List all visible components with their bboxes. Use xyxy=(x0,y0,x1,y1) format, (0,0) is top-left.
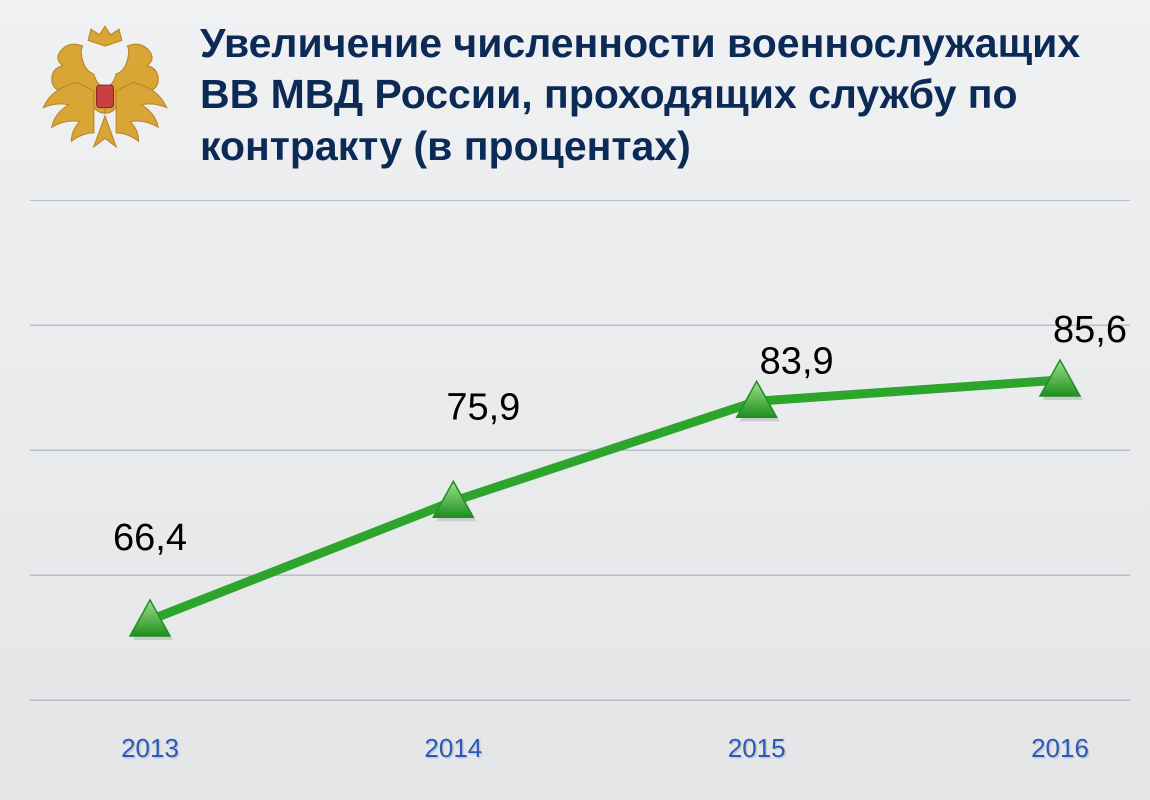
series-line xyxy=(150,380,1060,620)
value-label: 85,6 xyxy=(1053,309,1127,351)
value-label: 83,9 xyxy=(760,340,834,382)
x-axis-label: 2014 xyxy=(424,733,482,763)
contract-service-chart: 66,475,983,985,6201320132014201420152015… xyxy=(0,200,1150,800)
mvd-emblem-icon xyxy=(30,18,180,168)
value-label: 66,4 xyxy=(113,517,187,559)
x-axis-label: 2013 xyxy=(121,733,179,763)
x-axis-label: 2015 xyxy=(728,733,786,763)
value-label: 75,9 xyxy=(446,386,520,428)
page-title: Увеличение численности военнослужащих ВВ… xyxy=(180,18,1120,172)
x-axis-label: 2016 xyxy=(1031,733,1089,763)
